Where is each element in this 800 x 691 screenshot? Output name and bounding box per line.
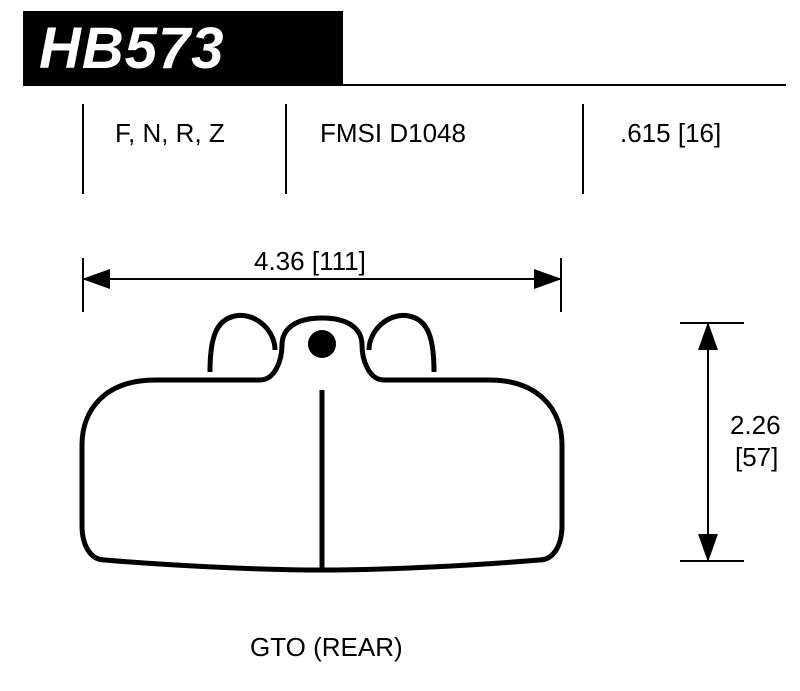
dim-height-line xyxy=(707,322,709,562)
dim-arrow-left-icon xyxy=(82,269,110,289)
width-in: 4.36 xyxy=(254,246,305,276)
dim-arrow-right-icon xyxy=(534,269,562,289)
spec-divider xyxy=(285,104,287,194)
spec-sheet: HB573 F, N, R, Z FMSI D1048 .615 [16] 4.… xyxy=(0,0,800,691)
thickness-mm: [16] xyxy=(678,118,721,148)
spec-fmsi: FMSI D1048 xyxy=(320,118,466,149)
spec-divider xyxy=(82,104,84,194)
brake-pad-drawing xyxy=(60,300,584,590)
pad-clip-pin xyxy=(308,330,336,358)
dim-width-line xyxy=(82,278,562,280)
part-number: HB573 xyxy=(39,15,225,82)
dim-arrow-up-icon xyxy=(698,322,718,350)
spec-compounds: F, N, R, Z xyxy=(115,118,225,149)
application-label: GTO (REAR) xyxy=(250,632,403,663)
dim-height-label-mm: [57] xyxy=(735,442,778,473)
dim-width-label: 4.36 [111] xyxy=(248,246,372,277)
header-bar: HB573 xyxy=(23,11,343,86)
thickness-in: .615 xyxy=(620,118,671,148)
width-mm: [111] xyxy=(312,246,366,276)
dim-arrow-down-icon xyxy=(698,534,718,562)
spec-divider xyxy=(582,104,584,194)
header-rule xyxy=(343,84,786,86)
spec-thickness: .615 [16] xyxy=(620,118,721,149)
dim-height-label-in: 2.26 xyxy=(730,410,781,441)
